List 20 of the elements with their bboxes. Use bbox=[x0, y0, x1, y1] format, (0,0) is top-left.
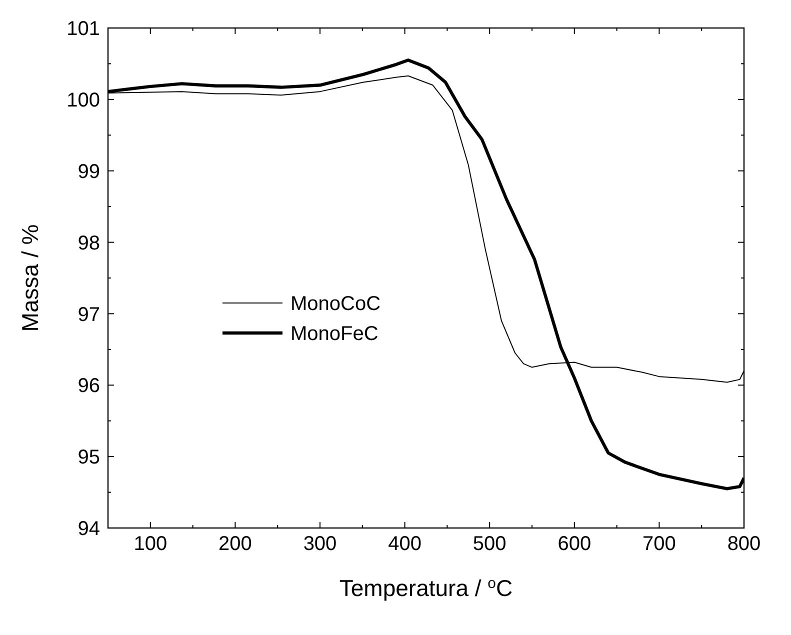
y-tick-label: 101 bbox=[66, 18, 100, 40]
y-tick-label: 100 bbox=[66, 90, 100, 112]
y-axis-title: Massa / % bbox=[17, 224, 43, 332]
y-tick-label: 99 bbox=[78, 160, 100, 183]
x-tick-label: 600 bbox=[558, 533, 592, 556]
x-tick-label: 400 bbox=[388, 533, 422, 556]
x-tick-label: 500 bbox=[472, 533, 506, 556]
x-tick-label: 200 bbox=[218, 533, 252, 556]
y-tick-label: 95 bbox=[78, 446, 100, 469]
y-tick-label: 98 bbox=[78, 232, 100, 254]
y-tick-label: 96 bbox=[78, 375, 100, 398]
x-axis-title: Temperatura / $^{o}$C bbox=[339, 574, 513, 601]
x-tick-label: 100 bbox=[134, 533, 168, 556]
x-tick-label: 800 bbox=[727, 533, 761, 556]
x-tick-label: 300 bbox=[303, 533, 337, 556]
y-tick-label: 94 bbox=[78, 518, 100, 540]
legend-label: MonoFeC bbox=[290, 323, 378, 345]
y-tick-label: 97 bbox=[78, 304, 100, 326]
x-tick-label: 700 bbox=[642, 533, 676, 556]
legend-label: MonoCoC bbox=[290, 293, 381, 315]
